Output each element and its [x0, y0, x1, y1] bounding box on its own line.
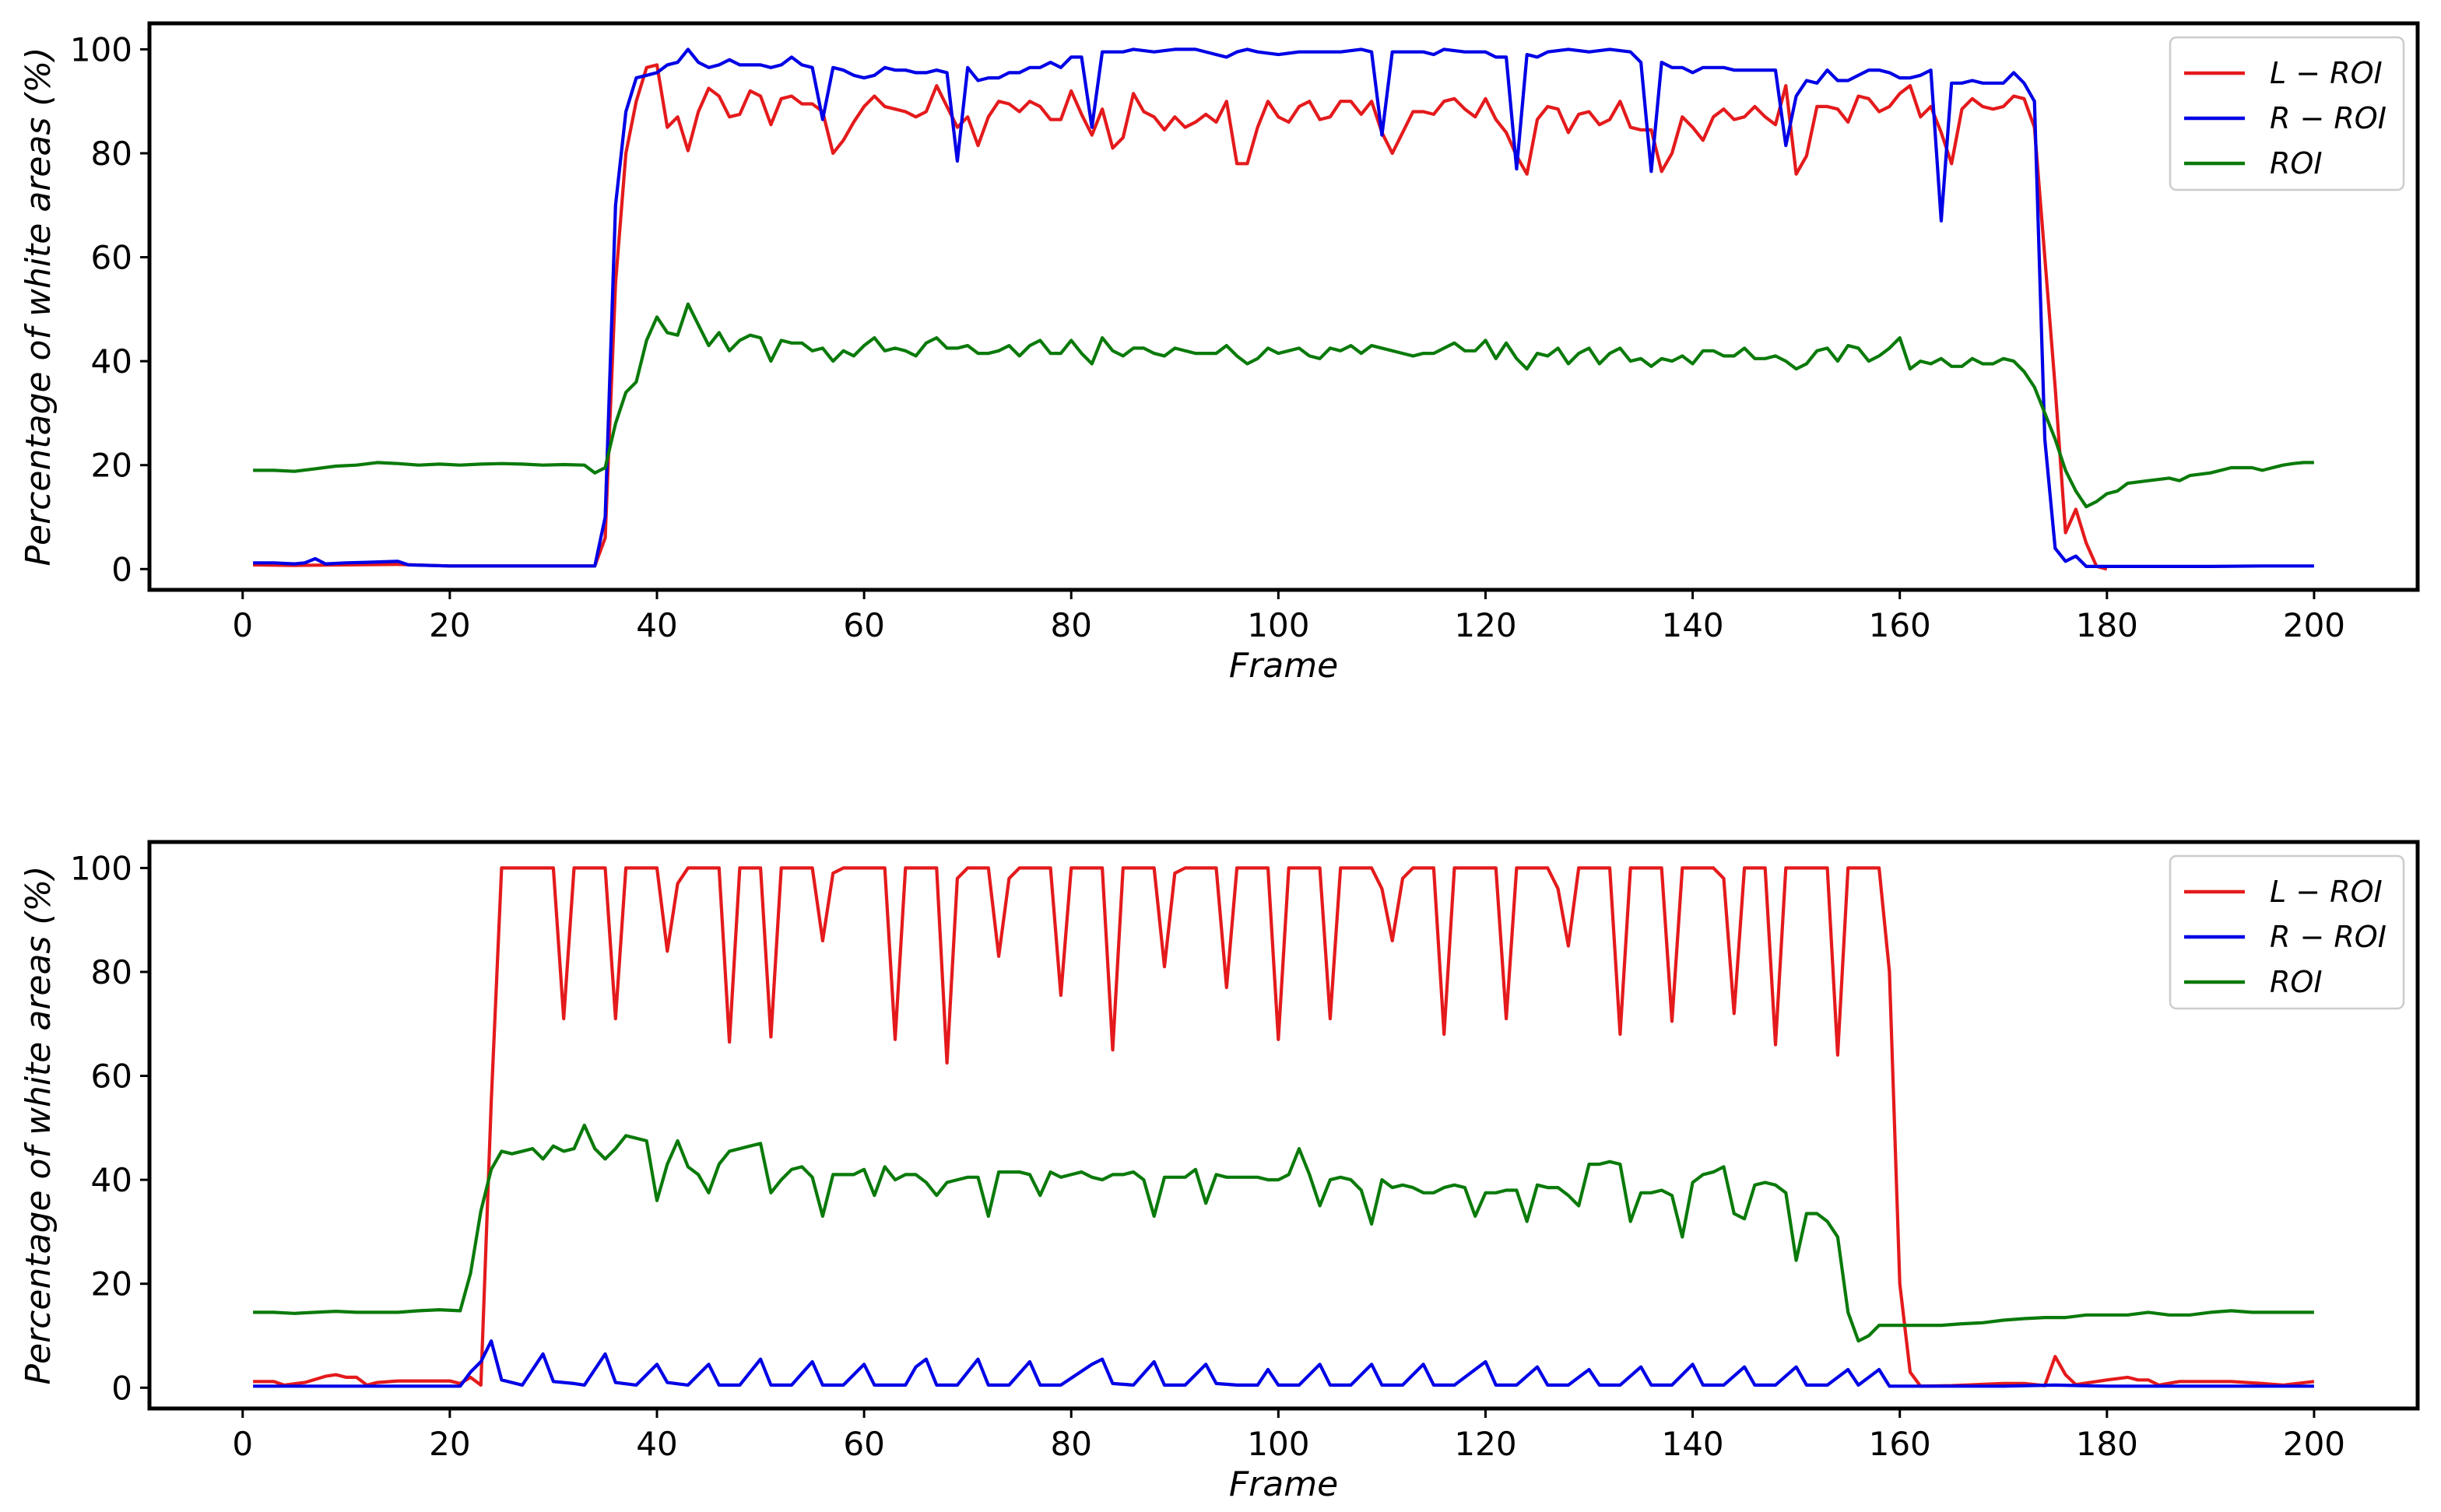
x-tick-label: 60 — [843, 1425, 884, 1463]
x-tick-label: 100 — [1247, 606, 1309, 644]
x-tick-label: 0 — [232, 606, 253, 644]
x-tick-label: 80 — [1051, 606, 1092, 644]
y-tick-label: 40 — [91, 1161, 132, 1199]
y-tick-label: 60 — [91, 239, 132, 277]
legend-entry-label: L − ROI — [2270, 56, 2383, 90]
series-line-l-roi — [253, 63, 2108, 571]
x-tick-label: 200 — [2283, 606, 2345, 644]
x-tick-label: 180 — [2076, 606, 2138, 644]
plot-frame — [147, 840, 2420, 1411]
chart-bottom-panel: 0 20 40 60 80 100 120 140 160 180 200020406080100F… — [19, 840, 2420, 1504]
series-line-roi — [253, 1123, 2314, 1343]
y-tick-label: 80 — [91, 953, 132, 991]
legend-entry-label: ROI — [2270, 965, 2323, 999]
series-line-r-roi — [253, 1339, 2314, 1388]
y-tick-label: 20 — [91, 1265, 132, 1303]
x-tick-label: 200 — [2283, 1425, 2345, 1463]
legend: L − ROI R − ROI ROI — [2169, 854, 2405, 1010]
y-tick-label: 0 — [111, 550, 132, 588]
legend-box — [2169, 854, 2405, 1010]
y-tick-label: 40 — [91, 342, 132, 381]
chart-top-panel: 0 20 40 60 80 100 120 140 160 180 200020406080100F… — [19, 21, 2420, 686]
legend-entry-label: R − ROI — [2270, 920, 2387, 954]
y-tick-label: 100 — [70, 30, 132, 68]
x-tick-label: 40 — [636, 1425, 677, 1463]
x-axis-label: Frame — [1229, 646, 1338, 686]
x-tick-label: 140 — [1661, 606, 1723, 644]
legend: L − ROI R − ROI ROI — [2169, 36, 2405, 191]
legend-entry-label: R − ROI — [2270, 101, 2387, 135]
legend-box — [2169, 36, 2405, 191]
x-tick-label: 0 — [232, 1425, 253, 1463]
x-tick-label: 140 — [1661, 1425, 1723, 1463]
y-tick-label: 20 — [91, 447, 132, 485]
x-tick-label: 60 — [843, 606, 884, 644]
x-tick-label: 160 — [1869, 606, 1931, 644]
y-tick-label: 0 — [111, 1369, 132, 1407]
plot-frame — [147, 21, 2420, 592]
x-tick-label: 20 — [429, 1425, 470, 1463]
y-axis-label: Percentage of white areas (%) — [19, 47, 58, 567]
series-line-l-roi — [253, 866, 2315, 1388]
x-tick-label: 100 — [1247, 1425, 1309, 1463]
legend-entry-label: ROI — [2270, 146, 2323, 181]
y-tick-label: 80 — [91, 135, 132, 173]
x-tick-label: 120 — [1454, 1425, 1516, 1463]
x-tick-label: 80 — [1051, 1425, 1092, 1463]
x-axis-label: Frame — [1229, 1465, 1338, 1504]
x-tick-label: 40 — [636, 606, 677, 644]
x-tick-label: 120 — [1454, 606, 1516, 644]
x-tick-label: 160 — [1869, 1425, 1931, 1463]
x-tick-label: 20 — [429, 606, 470, 644]
y-tick-label: 100 — [70, 849, 132, 887]
y-tick-label: 60 — [91, 1058, 132, 1096]
series-line-roi — [253, 302, 2314, 509]
legend-entry-label: L − ROI — [2270, 875, 2383, 909]
series-line-r-roi — [253, 47, 2314, 568]
x-tick-label: 180 — [2076, 1425, 2138, 1463]
y-axis-label: Percentage of white areas (%) — [19, 866, 58, 1385]
